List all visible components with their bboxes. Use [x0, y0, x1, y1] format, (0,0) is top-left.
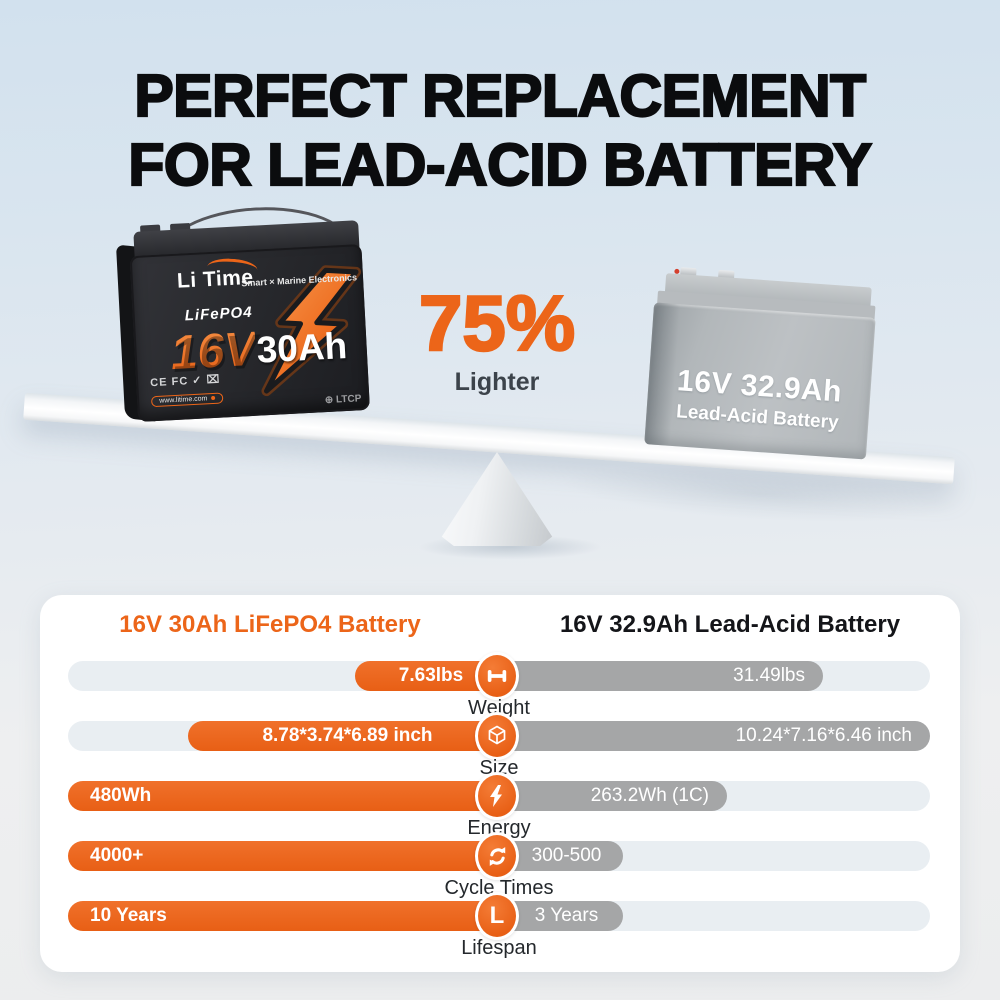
lifepo4-value-bar: 10 Years: [68, 901, 507, 931]
lighter-callout: 75% Lighter: [386, 279, 608, 397]
lifepo4-battery-image: Li Time Smart × Marine Electronics LiFeP…: [115, 202, 370, 422]
battery-chemistry-label: LiFePO4: [184, 303, 254, 325]
lead-acid-value-bar: 263.2Wh (1C): [488, 781, 727, 811]
comparison-row-size: 10.24*7.16*6.46 inch 8.78*3.74*6.89 inch…: [68, 712, 930, 779]
battery-front-face: Li Time Smart × Marine Electronics LiFeP…: [129, 244, 370, 422]
certification-marks: CE FC ✓ ⌧: [149, 373, 221, 390]
battery-capacity-label: 30Ah: [255, 324, 349, 371]
lead-acid-battery-label: 16V 32.9Ah Lead-Acid Battery: [675, 364, 844, 434]
comparison-row-cycle-times: 300-500 4000+ Cycle Times: [68, 832, 930, 899]
cube-icon: [475, 712, 519, 760]
lifepo4-value-bar: 8.78*3.74*6.89 inch: [188, 721, 507, 751]
lead-acid-column-header: 16V 32.9Ah Lead-Acid Battery: [559, 611, 901, 638]
battery-front-face: 16V 32.9Ah Lead-Acid Battery: [644, 302, 876, 460]
lifepo4-value-bar: 4000+: [68, 841, 507, 871]
seesaw-fulcrum-cone: [441, 452, 553, 546]
row-label: Energy: [467, 817, 531, 839]
comparison-headers: 16V 30Ah LiFePO4 Battery 16V 32.9Ah Lead…: [40, 611, 960, 639]
comparison-card: 16V 30Ah LiFePO4 Battery 16V 32.9Ah Lead…: [40, 595, 960, 972]
row-label: Cycle Times: [444, 877, 554, 899]
lighter-percentage: 75%: [418, 279, 577, 367]
page-title-line1: PERFECT REPLACEMENT: [133, 62, 867, 130]
comparison-row-weight: 31.49lbs 7.63lbs Weight: [68, 652, 930, 719]
lightning-icon: [475, 772, 519, 820]
page-title: PERFECT REPLACEMENT FOR LEAD-ACID BATTER…: [0, 62, 1000, 200]
letter-l-icon: L: [475, 892, 519, 940]
page-title-line2: FOR LEAD-ACID BATTERY: [127, 131, 873, 199]
lifepo4-column-header: 16V 30Ah LiFePO4 Battery: [119, 611, 421, 638]
lighter-label: Lighter: [454, 368, 540, 396]
lifepo4-value-bar: 480Wh: [68, 781, 507, 811]
lead-acid-battery-image: 16V 32.9Ah Lead-Acid Battery: [644, 267, 877, 460]
cycle-icon: [475, 832, 519, 880]
comparison-row-lifespan: 3 Years 10 Years L Lifespan: [68, 892, 930, 959]
website-label: www.litime.com: [150, 392, 224, 408]
lead-acid-value-bar: 31.49lbs: [488, 661, 823, 691]
dumbbell-icon: [475, 652, 519, 700]
ltcp-badge: ⊕ LTCP: [324, 393, 362, 407]
lightning-decoration-icon: [261, 265, 362, 397]
lead-acid-value-bar: 10.24*7.16*6.46 inch: [488, 721, 930, 751]
row-label: Weight: [468, 697, 530, 719]
row-label: Lifespan: [461, 937, 537, 959]
comparison-row-energy: 263.2Wh (1C) 480Wh Energy: [68, 772, 930, 839]
